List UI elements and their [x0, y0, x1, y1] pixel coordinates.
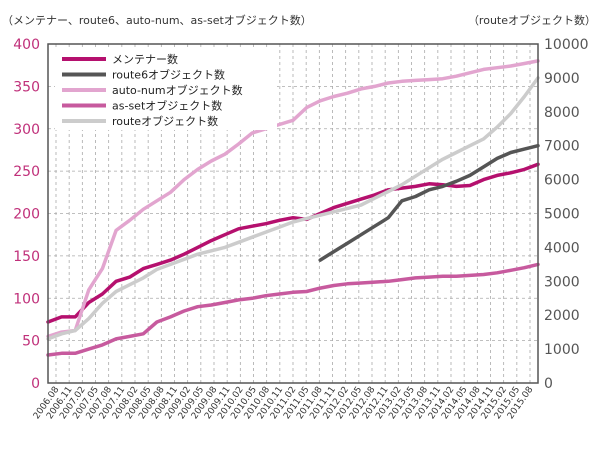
right-tick-label: 5000 [544, 207, 580, 223]
series-line [46, 162, 540, 324]
left-tick-label: 150 [13, 249, 40, 265]
left-tick-label: 100 [13, 291, 40, 307]
left-axis-ticks: 0 50 100 150 200 250 300 350 400 [13, 37, 40, 392]
right-tick-label: 9000 [544, 71, 580, 87]
left-axis-title: （メンテナー、route6、auto-num、as-setオブジェクト数） [2, 13, 312, 27]
left-tick-label: 0 [31, 376, 40, 392]
series-line [46, 59, 540, 339]
right-tick-label: 4000 [544, 240, 580, 256]
legend-label: as-setオブジェクト数 [112, 99, 222, 113]
right-tick-label: 8000 [544, 105, 580, 121]
left-tick-label: 300 [13, 122, 40, 138]
legend-label: routeオブジェクト数 [112, 114, 218, 128]
right-tick-label: 1000 [544, 342, 580, 358]
right-tick-label: 3000 [544, 274, 580, 290]
left-tick-label: 350 [13, 79, 40, 95]
legend-label: auto-numオブジェクト数 [112, 83, 243, 97]
right-tick-label: 7000 [544, 139, 580, 155]
legend-label: route6オブジェクト数 [112, 68, 225, 82]
series-line [46, 262, 540, 357]
series-lines [46, 59, 540, 357]
left-tick-label: 50 [22, 334, 40, 350]
legend-label: メンテナー数 [112, 53, 178, 66]
series-line [318, 143, 540, 262]
left-tick-label: 400 [13, 37, 40, 53]
series-line [46, 76, 540, 341]
right-tick-label: 10000 [544, 37, 589, 53]
right-tick-label: 0 [544, 376, 553, 392]
plot-frame [47, 43, 539, 384]
x-axis-ticks: 2006.082006.112007.022007.052007.082007.… [32, 385, 536, 421]
right-axis-title: （routeオブジェクト数） [468, 13, 596, 27]
left-tick-label: 200 [13, 207, 40, 223]
left-tick-label: 250 [13, 164, 40, 180]
right-axis-ticks: 0 1000 2000 3000 4000 5000 6000 7000 8000 9000 100… [544, 37, 589, 392]
right-tick-label: 2000 [544, 308, 580, 324]
right-tick-label: 6000 [544, 173, 580, 189]
